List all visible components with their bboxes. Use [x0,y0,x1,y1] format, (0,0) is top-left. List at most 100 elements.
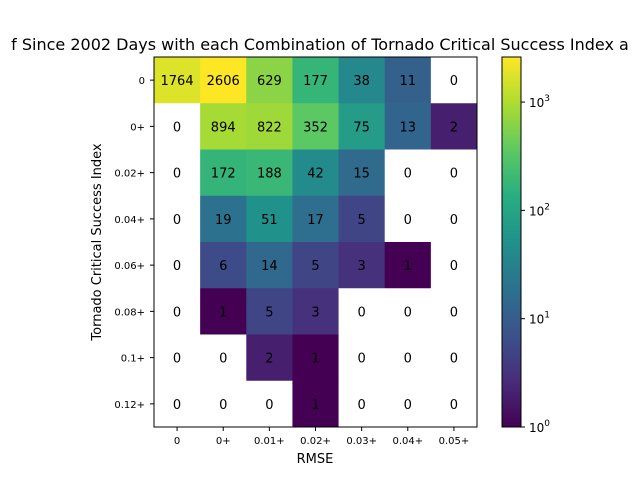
cell-value-label: 1 [311,398,319,413]
x-tick-label: 0.03+ [346,436,377,447]
heatmap-cell [338,380,386,428]
cell-value-label: 19 [215,213,232,228]
heatmap-cell [292,242,340,289]
cell-value-label: 0 [450,259,458,274]
heatmap-cell [430,288,478,335]
cell-value-label: 5 [311,259,319,274]
heatmap-cell [292,195,340,243]
heatmap-cell [292,288,340,335]
colorbar [501,56,522,428]
heatmap-cell [154,195,201,243]
cell-value-label: 6 [219,259,227,274]
cell-value-label: 894 [211,120,236,135]
y-axis: 0 0+ 0.02+ 0.04+ 0.06+ 0.08+ 0.1+ 0.12+ [114,76,154,411]
heatmap-cell [154,103,201,150]
cell-value-label: 15 [353,167,370,182]
heatmap-cell [384,288,432,335]
cell-value-label: 2 [450,120,458,135]
cell-value-label: 1 [311,352,319,367]
heatmap-cell [292,149,340,197]
heatmap-cell [246,242,293,289]
heatmap-cell [200,380,247,428]
heatmap-cell [338,103,386,150]
cell-value-label: 0 [450,167,458,182]
cell-value-label: 0 [173,120,181,135]
heatmap-cell [154,380,201,428]
heatmap-cell [384,57,432,104]
heatmap-cells: 1764 2606 629 177 38 11 00 894 822 352 75 13 20 172 18… [154,57,478,428]
cell-value-label: 1 [404,259,412,274]
heatmap-cell [384,149,432,197]
cell-value-label: 0 [358,305,366,320]
cell-value-label: 172 [211,167,236,182]
x-axis-label: RMSE [297,452,334,467]
cell-value-label: 2606 [207,74,240,89]
heatmap-cell [338,288,386,335]
x-tick-label: 0 [174,436,180,447]
heatmap-cell [200,149,247,197]
heatmap-cell [200,242,247,289]
y-tick-label: 0.04+ [114,215,145,226]
cell-value-label: 13 [400,120,417,135]
cell-value-label: 75 [353,120,370,135]
heatmap-cell [246,195,293,243]
y-tick-label: 0+ [130,122,145,133]
x-tick-label: 0.05+ [439,436,470,447]
heatmap-cell [430,103,478,150]
heatmap-cell [384,103,432,150]
heatmap-cell [154,57,201,104]
x-tick-label: 0.04+ [392,436,423,447]
cell-value-label: 5 [358,213,366,228]
cell-value-label: 0 [450,213,458,228]
cell-value-label: 188 [257,167,282,182]
cell-value-label: 0 [450,398,458,413]
heatmap-cell [338,57,386,104]
cell-value-label: 0 [265,398,273,413]
cell-value-label: 0 [173,213,181,228]
cell-value-label: 3 [358,259,366,274]
cell-value-label: 629 [257,74,282,89]
y-axis-label: Tornado Critical Success Index [90,143,105,342]
cell-value-label: 0 [404,352,412,367]
heatmap-cell [430,57,478,104]
cell-value-label: 42 [307,167,324,182]
x-tick-label: 0.01+ [254,436,285,447]
heatmap-cell [154,242,201,289]
heatmap-cell [154,288,201,335]
chart-title: f Since 2002 Days with each Combination … [11,35,629,54]
cell-value-label: 14 [261,259,278,274]
heatmap-cell [246,334,293,382]
cell-value-label: 0 [358,398,366,413]
heatmap-cell [154,149,201,197]
cell-value-label: 1764 [161,74,194,89]
colorbar-tick-label: 100 [529,419,550,435]
heatmap-cell [384,380,432,428]
cell-value-label: 177 [303,74,328,89]
cell-value-label: 2 [265,352,273,367]
heatmap-cell [292,380,340,428]
cell-value-label: 1 [219,305,227,320]
heatmap-cell [292,334,340,382]
heatmap-cell [430,242,478,289]
heatmap-cell [246,380,293,428]
heatmap-cell [430,149,478,197]
heatmap-cell [338,149,386,197]
cell-value-label: 0 [404,398,412,413]
heatmap-cell [154,334,201,382]
cell-value-label: 0 [404,305,412,320]
heatmap-cell [430,334,478,382]
heatmap-cell [430,195,478,243]
cell-value-label: 11 [400,74,417,89]
cell-value-label: 0 [450,305,458,320]
y-tick-label: 0 [139,76,145,87]
cell-value-label: 0 [358,352,366,367]
heatmap-cell [384,334,432,382]
y-tick-label: 0.08+ [114,307,145,318]
cell-value-label: 38 [353,74,370,89]
heatmap-cell [246,103,293,150]
cell-value-label: 352 [303,120,328,135]
cell-value-label: 0 [404,167,412,182]
heatmap-cell [338,195,386,243]
cell-value-label: 5 [265,305,273,320]
colorbar-tick-label: 102 [529,202,550,218]
